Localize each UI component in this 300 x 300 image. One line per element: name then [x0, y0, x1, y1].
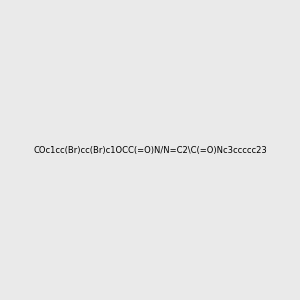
Text: COc1cc(Br)cc(Br)c1OCC(=O)N/N=C2\C(=O)Nc3ccccc23: COc1cc(Br)cc(Br)c1OCC(=O)N/N=C2\C(=O)Nc3…	[33, 146, 267, 154]
